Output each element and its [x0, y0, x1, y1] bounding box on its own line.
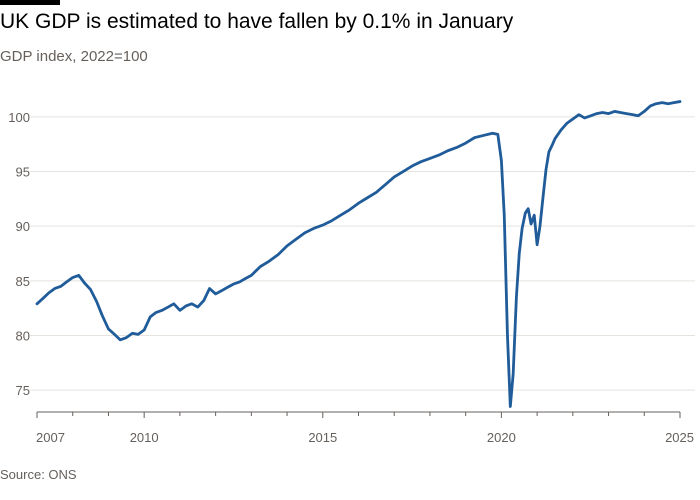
x-tick-label: 2020	[487, 430, 516, 445]
x-tick-label: 2025	[665, 430, 694, 445]
y-tick-label: 95	[16, 165, 30, 180]
grid-layer: 75 80 85 90 95 100	[8, 110, 695, 398]
series-layer	[35, 100, 682, 408]
x-tick-label: 2015	[308, 430, 337, 445]
y-tick-label: 80	[16, 328, 30, 343]
x-tick-label: 2010	[130, 430, 159, 445]
x-tick-label: 2007	[36, 430, 65, 445]
y-tick-label: 100	[8, 110, 30, 125]
source-note: Source: ONS	[0, 467, 77, 482]
chart-subtitle: GDP index, 2022=100	[0, 48, 148, 65]
y-tick-label: 85	[16, 274, 30, 289]
gdp-index-line	[35, 100, 682, 408]
chart-title: UK GDP is estimated to have fallen by 0.…	[0, 10, 514, 33]
x-axis: 2007 2010 2015 2020 2025	[36, 411, 694, 445]
y-tick-label: 75	[16, 383, 30, 398]
brand-top-bar	[0, 0, 60, 5]
y-tick-label: 90	[16, 219, 30, 234]
